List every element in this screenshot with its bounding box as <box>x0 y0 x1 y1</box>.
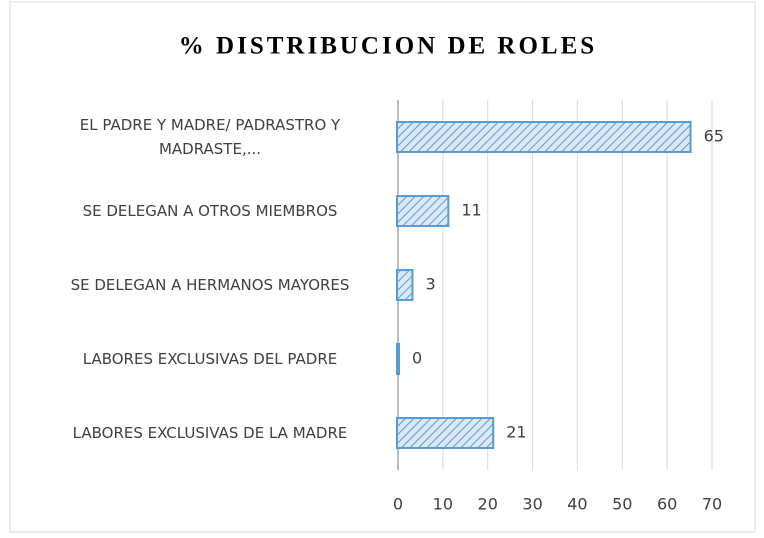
bar <box>396 121 692 153</box>
bar <box>396 417 495 449</box>
data-label: 3 <box>425 275 435 294</box>
x-tick-label: 70 <box>702 495 722 514</box>
bar <box>396 269 414 301</box>
category-label: SE DELEGAN A HERMANOS MAYORES <box>70 276 350 294</box>
data-label: 65 <box>704 127 724 146</box>
x-tick-label: 60 <box>657 495 677 514</box>
data-label: 21 <box>506 423 526 442</box>
x-tick-label: 50 <box>612 495 632 514</box>
x-tick-label: 20 <box>478 495 498 514</box>
category-label: SE DELEGAN A OTROS MIEMBROS <box>82 202 338 220</box>
chart-border <box>9 1 756 533</box>
x-tick-label: 10 <box>433 495 453 514</box>
x-tick-label: 0 <box>393 495 403 514</box>
x-tick-label: 30 <box>522 495 542 514</box>
chart-title: % DISTRIBUCION DE ROLES <box>179 33 597 60</box>
bar <box>396 343 400 375</box>
x-tick-label: 40 <box>567 495 587 514</box>
bar <box>396 195 450 227</box>
category-label: LABORES EXCLUSIVAS DEL PADRE <box>82 350 338 368</box>
data-label: 11 <box>461 201 481 220</box>
data-label: 0 <box>412 349 422 368</box>
category-label: LABORES EXCLUSIVAS DE LA MADRE <box>72 424 348 442</box>
category-label: EL PADRE Y MADRE/ PADRASTRO Y MADRASTE,.… <box>79 116 341 158</box>
